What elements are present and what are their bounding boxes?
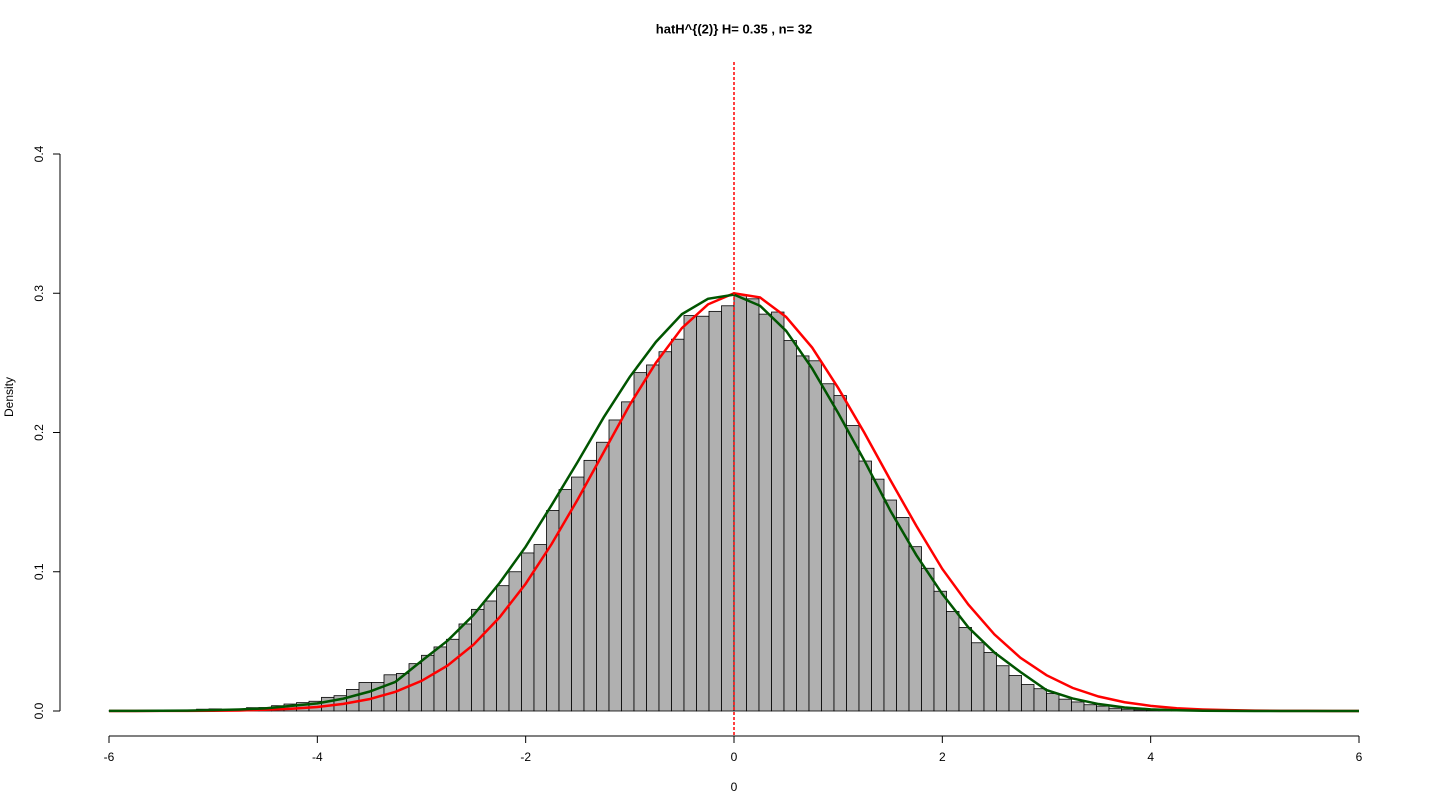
bar [496,585,510,712]
bar [646,364,660,712]
bar [1058,698,1072,712]
bar [1071,701,1085,712]
bar [671,338,685,712]
bar [996,665,1010,712]
x-tick-label: 0 [731,750,738,764]
bar [846,425,860,712]
bar [896,517,910,712]
bar [958,627,972,712]
bar [1046,693,1060,712]
bar [458,623,472,712]
bar [1133,709,1147,712]
bar [1033,688,1047,712]
y-tick-label: 0.0 [32,702,46,719]
bar [921,567,935,712]
bar [471,608,485,712]
bar [571,476,585,712]
bar [608,419,622,712]
x-axis-label: 0 [731,780,738,794]
bar [708,310,722,712]
bar [796,355,810,712]
bar [433,646,447,712]
bar [633,372,647,712]
bar [883,499,897,712]
bar [483,600,497,712]
bar [696,315,710,712]
bar [733,294,747,712]
bar [808,360,822,712]
chart-title: hatH^{(2)} H= 0.35 , n= 32 [656,21,812,36]
bar [583,459,597,712]
y-axis-label: Density [2,377,16,417]
bar [908,546,922,712]
bar [1008,675,1022,712]
bar [821,383,835,712]
y-tick-label: 0.2 [32,424,46,441]
bar [1096,705,1110,712]
bar [783,340,797,712]
bar [721,305,735,712]
bar [1021,684,1035,712]
bar [1121,708,1135,712]
bar [1083,704,1097,712]
bar [421,654,435,712]
x-tick-label: 2 [939,750,946,764]
bar [621,401,635,712]
bar [758,313,772,712]
bar [771,311,785,712]
bar [446,638,460,712]
x-tick-label: 4 [1147,750,1154,764]
bar [746,298,760,712]
bar [983,652,997,712]
bar [833,395,847,712]
y-tick-label: 0.1 [32,563,46,580]
bar [358,682,372,712]
bar [658,351,672,712]
bar [946,611,960,712]
x-tick-label: -2 [520,750,531,764]
x-tick-label: 6 [1356,750,1363,764]
x-tick-label: -4 [312,750,323,764]
bar [971,642,985,712]
bar [871,478,885,712]
bar [683,315,697,712]
bar [596,441,610,712]
bar [521,552,535,712]
bar [1108,707,1122,712]
x-tick-label: -6 [104,750,115,764]
y-tick-label: 0.3 [32,285,46,302]
bar [933,590,947,712]
y-tick-label: 0.4 [32,145,46,162]
bar [858,460,872,712]
